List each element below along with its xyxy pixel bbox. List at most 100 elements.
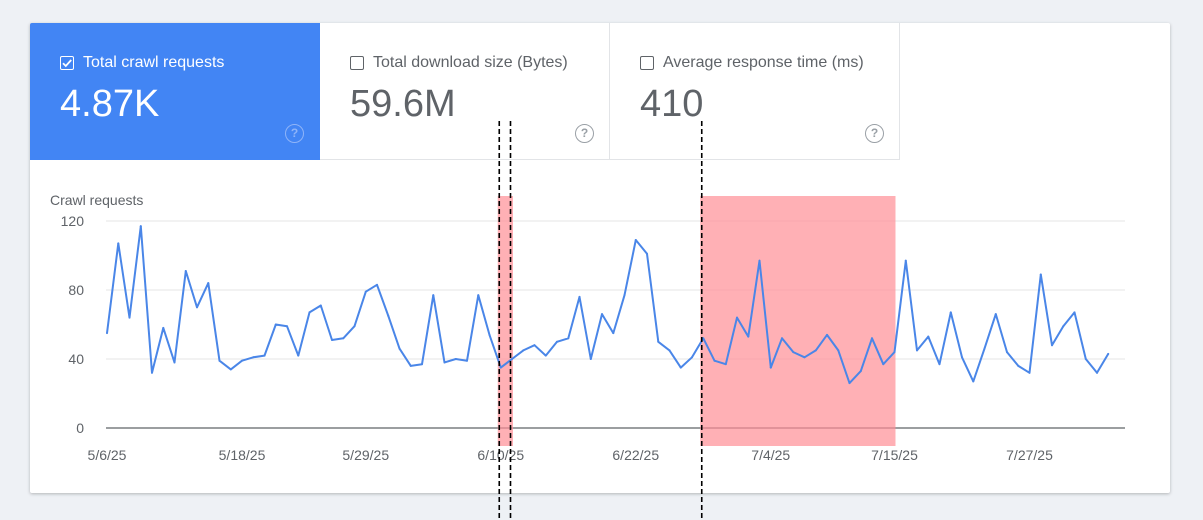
x-axis-ticks: 5/6/25 5/18/25 5/29/25 6/10/25 6/22/25 7/4/25… [88, 447, 1054, 463]
data-point [488, 333, 491, 336]
crawl-stats-card: Total crawl requests 4.87K ? Total downl… [30, 23, 1170, 493]
metric-label: Average response time (ms) [663, 54, 864, 71]
data-point [1062, 325, 1065, 328]
crawl-requests-chart: Crawl requests 0 40 80 120 5/6/25 5/18/25 5/2… [50, 192, 1125, 463]
data-point [466, 359, 468, 362]
data-point [184, 270, 187, 273]
data-point [792, 351, 795, 354]
x-tick-label: 6/10/25 [477, 447, 524, 463]
y-axis-ticks: 0 40 80 120 [61, 213, 85, 436]
data-point [904, 259, 907, 262]
data-point [409, 364, 412, 367]
data-point [938, 363, 941, 366]
metric-tile-average-response-time[interactable]: Average response time (ms) 410 ? [610, 23, 900, 160]
y-tick-label: 80 [68, 282, 84, 298]
data-point [837, 349, 840, 352]
data-point [308, 311, 311, 314]
data-point [522, 349, 525, 352]
checkbox-unchecked-icon[interactable] [640, 56, 654, 70]
data-point [454, 358, 457, 360]
metric-value: 410 [640, 83, 704, 125]
y-axis-title: Crawl requests [50, 192, 143, 208]
data-point [713, 359, 716, 362]
data-point [1051, 344, 1053, 347]
data-point [297, 354, 300, 357]
data-point [106, 332, 108, 335]
data-point [319, 304, 322, 307]
data-point [578, 295, 581, 298]
metric-tiles: Total crawl requests 4.87K ? Total downl… [30, 23, 900, 160]
data-point [1006, 351, 1008, 354]
x-tick-label: 7/15/25 [871, 447, 918, 463]
data-point [364, 290, 367, 293]
data-point [994, 313, 997, 316]
help-icon[interactable]: ? [285, 124, 304, 143]
data-point [612, 332, 615, 335]
data-point [589, 358, 592, 360]
data-point [949, 311, 952, 314]
data-point [781, 337, 783, 340]
data-point [173, 361, 176, 364]
data-point [871, 337, 873, 340]
data-point [1028, 371, 1031, 374]
data-point [162, 326, 165, 329]
data-point [533, 344, 536, 347]
data-point [702, 337, 705, 340]
metric-tile-total-download-size[interactable]: Total download size (Bytes) 59.6M ? [320, 23, 610, 160]
highlight-region [497, 196, 513, 446]
data-point [623, 294, 626, 297]
data-point [758, 259, 761, 262]
data-point [229, 368, 232, 371]
data-point [983, 347, 986, 350]
data-point [803, 356, 806, 359]
data-point [196, 306, 198, 309]
data-point [859, 370, 862, 373]
data-point [769, 366, 772, 369]
data-point [1017, 364, 1020, 367]
checkbox-unchecked-icon[interactable] [350, 56, 364, 70]
data-point [972, 380, 975, 383]
data-point [567, 337, 570, 340]
metric-tile-total-crawl-requests[interactable]: Total crawl requests 4.87K ? [30, 23, 320, 160]
data-point [274, 323, 277, 326]
data-point [353, 325, 356, 328]
data-point [814, 349, 817, 352]
data-point [657, 340, 660, 343]
data-point [117, 242, 120, 245]
data-point [139, 225, 142, 228]
data-point [556, 340, 558, 343]
data-point [724, 363, 727, 366]
x-tick-label: 6/22/25 [612, 447, 659, 463]
data-point [1073, 311, 1076, 314]
data-point [128, 316, 131, 319]
highlight-regions [497, 196, 896, 446]
data-point [668, 349, 671, 352]
x-tick-label: 5/18/25 [219, 447, 266, 463]
y-tick-label: 40 [68, 351, 84, 367]
data-point [398, 347, 401, 350]
checkbox-checked-icon[interactable] [60, 56, 74, 70]
y-tick-label: 0 [76, 420, 84, 436]
data-point [432, 294, 435, 297]
data-point [511, 358, 513, 360]
series-lines [106, 225, 1110, 385]
data-point [1084, 358, 1087, 360]
data-point [961, 356, 963, 359]
data-point [342, 337, 345, 340]
data-point [927, 335, 930, 338]
data-point [218, 359, 221, 362]
data-point [443, 361, 446, 364]
data-point [252, 356, 255, 359]
series-line [106, 225, 1110, 385]
help-icon[interactable]: ? [865, 124, 884, 143]
data-point [477, 294, 480, 297]
x-tick-label: 7/27/25 [1006, 447, 1053, 463]
data-point [207, 282, 210, 285]
help-icon[interactable]: ? [575, 124, 594, 143]
x-tick-label: 7/4/25 [751, 447, 790, 463]
data-point [646, 252, 648, 255]
data-point [1039, 273, 1042, 276]
metric-value: 4.87K [60, 83, 160, 125]
data-point [679, 366, 682, 369]
y-tick-label: 120 [61, 213, 85, 229]
